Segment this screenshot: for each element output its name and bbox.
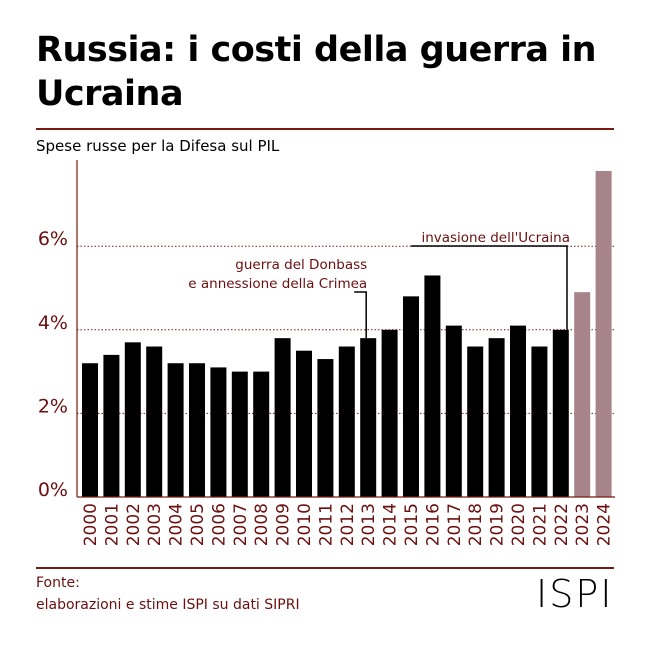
x-tick-label: 2005 — [188, 503, 208, 546]
x-tick-label: 2000 — [81, 503, 101, 546]
x-tick-label: 2008 — [252, 503, 272, 546]
x-tick-label: 2011 — [316, 503, 336, 546]
bar-2013 — [360, 338, 377, 497]
bar-2003 — [146, 346, 163, 497]
bar-2010 — [296, 350, 312, 497]
annotation-text: e annessione della Crimea — [188, 276, 367, 292]
x-tick-label: 2001 — [102, 503, 122, 546]
x-tick-label: 2006 — [209, 503, 229, 546]
bar-2022 — [552, 329, 569, 497]
y-tick-label: 2% — [38, 395, 68, 417]
x-tick-label: 2022 — [552, 503, 572, 546]
source-text: elaborazioni e stime ISPI su dati SIPRI — [36, 597, 300, 613]
x-tick-label: 2007 — [231, 503, 251, 546]
x-tick-label: 2021 — [530, 503, 550, 546]
bar-2006 — [210, 367, 227, 497]
x-tick-label: 2023 — [573, 503, 593, 546]
x-tick-label: 2016 — [423, 503, 443, 546]
annotation-text: invasione dell'Ucraina — [421, 230, 570, 246]
x-tick-label: 2004 — [167, 503, 187, 546]
source-label: Fonte: — [36, 575, 80, 591]
bar-2001 — [103, 354, 120, 497]
x-tick-label: 2020 — [509, 503, 529, 546]
x-tick-label: 2017 — [445, 503, 465, 546]
x-tick-label: 2024 — [595, 503, 615, 546]
x-tick-label: 2002 — [124, 503, 144, 546]
chart-subtitle: Spese russe per la Difesa sul PIL — [36, 137, 280, 155]
footer-divider — [36, 567, 614, 569]
bar-2009 — [274, 338, 291, 497]
bar-2019 — [488, 338, 505, 497]
bar-2002 — [124, 342, 141, 497]
bar-2012 — [338, 346, 355, 497]
x-tick-label: 2014 — [381, 503, 401, 546]
annotation-leader — [354, 291, 367, 339]
bar-2000 — [82, 363, 98, 497]
bar-2014 — [381, 329, 398, 497]
y-tick-label: 0% — [38, 479, 68, 501]
bar-2018 — [467, 346, 484, 497]
bar-2020 — [510, 325, 526, 497]
chart-title: Russia: i costi della guerra in Ucraina — [36, 30, 597, 114]
y-tick-label: 4% — [38, 312, 68, 334]
bar-2017 — [445, 325, 462, 497]
bar-2007 — [231, 371, 248, 497]
annotation-text: guerra del Donbass — [235, 257, 367, 273]
x-tick-label: 2019 — [488, 503, 508, 546]
x-tick-label: 2010 — [295, 503, 315, 546]
x-tick-label: 2012 — [338, 503, 358, 546]
x-tick-label: 2009 — [274, 503, 294, 546]
title-divider — [36, 128, 614, 130]
bar-2021 — [531, 346, 548, 497]
x-tick-label: 2013 — [359, 503, 379, 546]
y-tick-label: 6% — [38, 228, 68, 250]
bar-2005 — [189, 363, 205, 497]
bar-2008 — [253, 371, 270, 497]
x-tick-label: 2018 — [466, 503, 486, 546]
ispi-logo: ISPI — [536, 572, 614, 616]
x-tick-label: 2003 — [145, 503, 165, 546]
bar-2004 — [167, 363, 184, 497]
x-tick-label: 2015 — [402, 503, 422, 546]
bar-2023 — [574, 292, 591, 497]
annotation-leader — [411, 245, 568, 330]
bar-2011 — [317, 359, 334, 497]
bar-2024 — [595, 170, 612, 497]
bar-2016 — [424, 275, 441, 497]
bar-2015 — [403, 296, 419, 497]
